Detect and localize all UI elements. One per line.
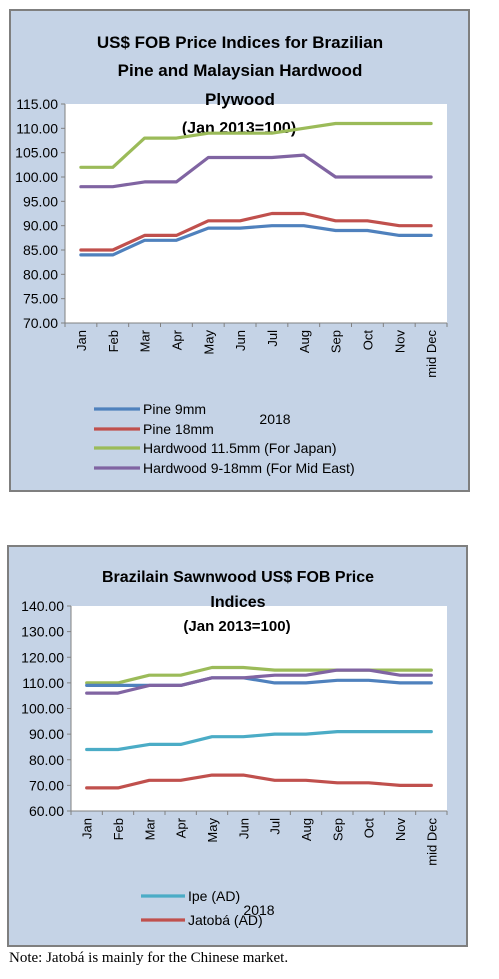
chart1-series-line-4 bbox=[79, 153, 433, 189]
chart2-series-line-2 bbox=[85, 773, 433, 790]
chart1-y-tick-label: 100.00 bbox=[15, 169, 58, 185]
chart2-x-tick-label: Aug bbox=[299, 818, 314, 841]
chart2-y-tick-label: 140.00 bbox=[21, 598, 64, 614]
chart2-x-tick-label: Sep bbox=[330, 818, 345, 841]
footnote: Note: Jatobá is mainly for the Chinese m… bbox=[9, 950, 289, 966]
chart1-legend-label: Pine 9mm bbox=[143, 401, 206, 417]
chart1-y-tick-label: 80.00 bbox=[23, 266, 58, 282]
chart2-x-tick-label: May bbox=[205, 818, 220, 843]
chart2-x-tick-label: Oct bbox=[362, 818, 377, 839]
chart2-x-tick-label: Feb bbox=[111, 818, 126, 840]
chart1-legend-label: Hardwood 9-18mm (For Mid East) bbox=[143, 460, 355, 476]
chart1-y-tick-label: 75.00 bbox=[23, 291, 58, 307]
chart1-y-tick-label: 90.00 bbox=[23, 218, 58, 234]
chart2-y-tick-label: 80.00 bbox=[29, 752, 64, 768]
chart1-x-tick-label: Apr bbox=[169, 329, 184, 350]
chart1-x-tick-label: Jul bbox=[265, 330, 280, 347]
chart2-y-tick-label: 100.00 bbox=[21, 701, 64, 717]
chart2-subtitle: (Jan 2013=100) bbox=[183, 618, 290, 635]
chart2-x-tick-label: Jul bbox=[268, 818, 283, 835]
chart1-y-tick-label: 110.00 bbox=[16, 120, 58, 136]
chart2-series-line-1 bbox=[85, 729, 433, 752]
chart2-title-line-1: Brazilain Sawnwood US$ FOB Price bbox=[102, 569, 374, 586]
chart2-legend-label: Jatobá (AD) bbox=[188, 912, 263, 928]
chart2-year-label: 2018 bbox=[243, 902, 274, 918]
chart1-series-line-1 bbox=[79, 224, 433, 257]
chart1-legend-label: Pine 18mm bbox=[143, 421, 214, 437]
chart1-x-tick-label: mid Dec bbox=[424, 330, 439, 378]
chart1-x-tick-label: Nov bbox=[392, 330, 407, 354]
chart1-x-tick-label: Mar bbox=[138, 329, 153, 352]
chart1-y-tick-label: 70.00 bbox=[23, 315, 58, 331]
chart1-x-tick-label: Sep bbox=[329, 330, 344, 353]
chart1-plot-area bbox=[65, 104, 447, 323]
chart2-y-tick-label: 120.00 bbox=[21, 649, 64, 665]
chart1-title-line-1: US$ FOB Price Indices for Brazilian bbox=[97, 33, 383, 52]
chart2-y-tick-label: 90.00 bbox=[29, 726, 64, 742]
chart2-y-tick-label: 110.00 bbox=[22, 675, 64, 691]
chart1-legend-label: Hardwood 11.5mm (For Japan) bbox=[143, 440, 336, 456]
chart1-x-tick-label: Oct bbox=[360, 330, 375, 351]
chart1-x-tick-label: Aug bbox=[297, 330, 312, 353]
chart1-title-line-2: Pine and Malaysian Hardwood bbox=[118, 61, 363, 80]
chart2-series-line-5 bbox=[85, 668, 433, 695]
chart2-x-tick-label: Nov bbox=[393, 818, 408, 842]
chart1-x-tick-label: Jan bbox=[74, 330, 89, 351]
chart2-x-tick-label: Apr bbox=[174, 817, 189, 838]
chart2-legend-label: Ipe (AD) bbox=[188, 888, 240, 904]
chart1-x-tick-label: May bbox=[201, 330, 216, 355]
chart1-x-tick-label: Feb bbox=[106, 330, 121, 352]
chart2-x-tick-label: Mar bbox=[142, 817, 157, 840]
chart2-plot-area bbox=[71, 606, 447, 811]
chart1-y-tick-label: 85.00 bbox=[23, 242, 58, 258]
chart1-series-line-2 bbox=[79, 211, 433, 252]
chart2-title-line-2: Indices bbox=[210, 594, 265, 611]
chart2-x-tick-label: mid Dec bbox=[424, 818, 439, 866]
chart1-y-tick-label: 105.00 bbox=[15, 145, 58, 161]
chart1-y-tick-label: 95.00 bbox=[23, 193, 58, 209]
chart2-x-tick-label: Jun bbox=[236, 818, 251, 839]
chart2-x-tick-label: Jan bbox=[80, 818, 95, 839]
chart2-y-tick-label: 60.00 bbox=[29, 803, 64, 819]
chart1-y-tick-label: 115.00 bbox=[16, 96, 58, 112]
chart2-y-tick-label: 130.00 bbox=[21, 624, 64, 640]
chart1-x-tick-label: Jun bbox=[233, 330, 248, 351]
chart1-title-line-3: Plywood bbox=[205, 90, 275, 109]
chart1-year-label: 2018 bbox=[259, 411, 290, 427]
chart2-y-tick-label: 70.00 bbox=[29, 777, 64, 793]
chart1-series-line-3 bbox=[79, 121, 433, 169]
